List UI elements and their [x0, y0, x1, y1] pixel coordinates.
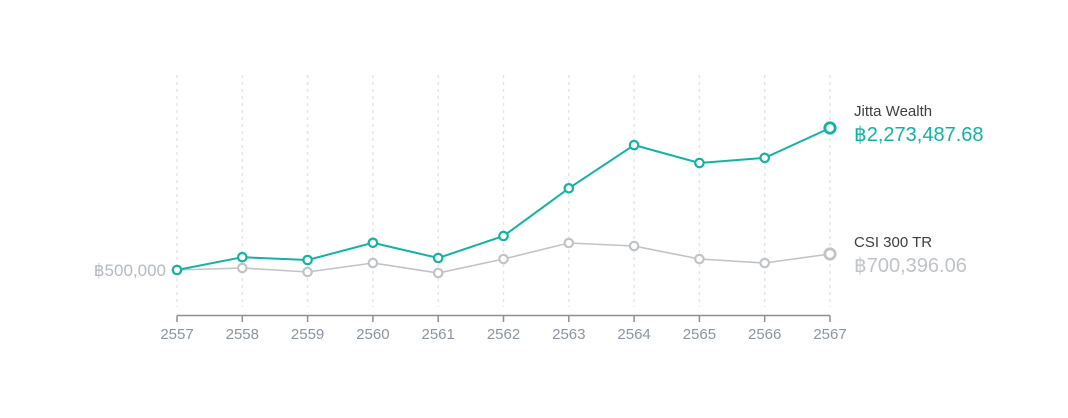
- x-tick-label: 2559: [291, 326, 324, 343]
- x-tick-label: 2557: [160, 326, 193, 343]
- data-point-csi-300-tr: [302, 266, 313, 278]
- x-tick-label: 2562: [487, 326, 520, 343]
- data-point-jitta-wealth: [302, 254, 313, 266]
- data-point-csi-300-tr: [628, 240, 640, 252]
- data-point-csi-300-tr: [823, 247, 837, 261]
- y-start-label: ฿500,000: [93, 261, 166, 280]
- data-point-jitta-wealth: [759, 152, 770, 164]
- series-line-jitta-wealth: [176, 127, 831, 271]
- data-point-jitta-wealth: [432, 252, 444, 264]
- data-point-jitta-wealth: [367, 237, 379, 249]
- data-point-jitta-wealth: [171, 264, 183, 276]
- x-tick-label: 2558: [226, 326, 259, 343]
- data-point-jitta-wealth: [498, 230, 509, 242]
- jitta-wealth-series-name: Jitta Wealth: [854, 103, 933, 120]
- csi-300-tr-final-value: ฿700,396.06: [854, 255, 967, 277]
- data-point-csi-300-tr: [759, 257, 770, 269]
- x-tick-label: 2563: [552, 326, 585, 343]
- csi-300-tr-callout: CSI 300 TR ฿700,396.06: [854, 233, 967, 278]
- csi-300-tr-series-name: CSI 300 TR: [854, 234, 933, 251]
- data-point-jitta-wealth: [563, 183, 575, 194]
- data-point-csi-300-tr: [498, 253, 509, 265]
- x-tick-label: 2560: [356, 326, 389, 343]
- data-point-csi-300-tr: [694, 253, 705, 265]
- data-point-csi-300-tr: [367, 257, 379, 269]
- data-point-csi-300-tr: [563, 237, 575, 249]
- data-point-csi-300-tr: [237, 262, 248, 274]
- data-point-jitta-wealth: [694, 157, 705, 169]
- x-tick-label: 2564: [617, 326, 650, 343]
- data-point-jitta-wealth: [628, 139, 640, 151]
- x-tick-label: 2565: [683, 326, 716, 343]
- data-point-csi-300-tr: [432, 267, 444, 279]
- jitta-wealth-final-value: ฿2,273,487.68: [854, 124, 984, 146]
- x-tick-label: 2561: [422, 326, 455, 343]
- jitta-wealth-callout: Jitta Wealth ฿2,273,487.68: [854, 102, 984, 147]
- x-tick-label: 2567: [813, 326, 846, 343]
- x-tick-label: 2566: [748, 326, 781, 343]
- data-point-jitta-wealth: [237, 251, 248, 263]
- data-point-jitta-wealth: [823, 121, 837, 135]
